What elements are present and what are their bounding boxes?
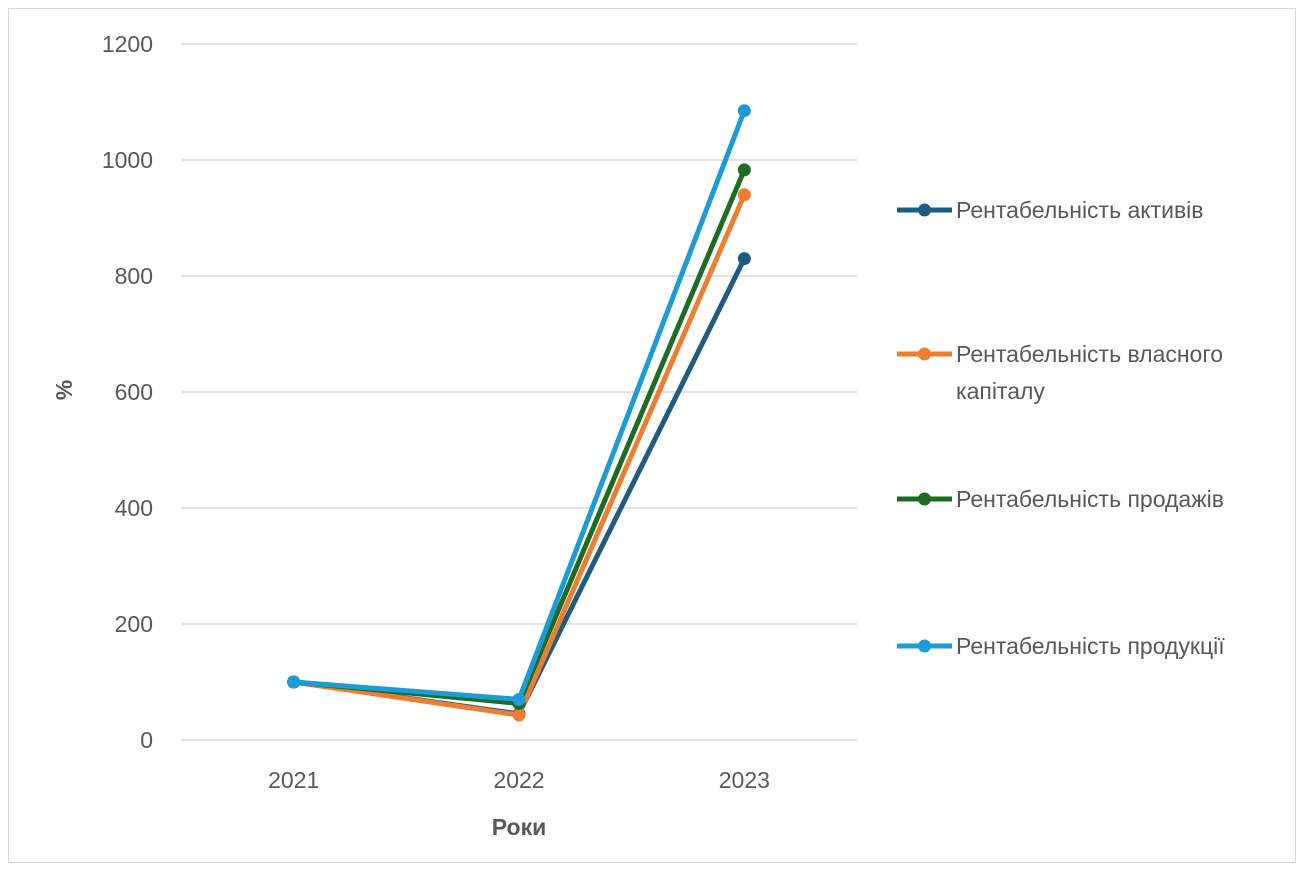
series-line bbox=[291, 108, 747, 702]
legend-label: капіталу bbox=[956, 378, 1045, 404]
gridlines bbox=[181, 43, 857, 741]
y-tick-label: 1000 bbox=[102, 147, 153, 173]
x-tick-label: 2022 bbox=[493, 767, 544, 793]
legend-marker bbox=[918, 639, 931, 653]
legend-label: Рентабельність активів bbox=[956, 197, 1204, 223]
series-4 bbox=[287, 104, 751, 706]
data-point bbox=[287, 675, 301, 689]
data-point bbox=[737, 252, 751, 266]
y-tick-label: 200 bbox=[115, 611, 153, 637]
y-axis-title: % bbox=[51, 380, 77, 400]
x-tick-labels: 2021 2022 2023 bbox=[268, 767, 770, 793]
y-tick-labels: 0 200 400 600 800 1000 1200 bbox=[102, 31, 153, 753]
data-point bbox=[737, 188, 751, 202]
legend-label: Рентабельність власного bbox=[956, 341, 1223, 367]
legend-marker bbox=[918, 203, 931, 217]
data-point bbox=[737, 104, 751, 118]
legend-item-2: Рентабельність власного капіталу bbox=[897, 341, 1223, 404]
series-line bbox=[291, 192, 747, 718]
y-tick-label: 0 bbox=[140, 727, 153, 753]
legend-marker bbox=[918, 492, 931, 506]
series-2 bbox=[287, 188, 751, 722]
data-point bbox=[512, 692, 526, 706]
legend: Рентабельність активів Рентабельність вла… bbox=[897, 197, 1225, 659]
y-tick-label: 400 bbox=[115, 495, 153, 521]
legend-label: Рентабельність продажів bbox=[956, 486, 1224, 512]
x-tick-label: 2021 bbox=[268, 767, 319, 793]
x-tick-label: 2023 bbox=[719, 767, 770, 793]
legend-item-1: Рентабельність активів bbox=[897, 197, 1204, 223]
y-tick-label: 800 bbox=[115, 263, 153, 289]
legend-item-4: Рентабельність продукції bbox=[897, 633, 1225, 659]
data-point bbox=[512, 708, 526, 722]
y-tick-label: 1200 bbox=[102, 31, 153, 57]
legend-marker bbox=[918, 347, 931, 361]
y-tick-label: 600 bbox=[115, 379, 153, 405]
x-axis-title: Роки bbox=[492, 814, 546, 840]
data-point bbox=[737, 163, 751, 177]
series-3 bbox=[287, 163, 751, 710]
chart-frame bbox=[8, 8, 1296, 863]
series-lines bbox=[287, 104, 751, 722]
legend-item-3: Рентабельність продажів bbox=[897, 486, 1224, 512]
legend-label: Рентабельність продукції bbox=[956, 633, 1225, 659]
